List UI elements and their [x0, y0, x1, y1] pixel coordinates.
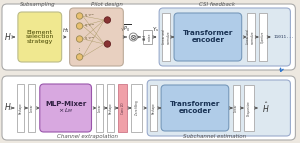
- Bar: [107, 84, 114, 132]
- Text: Add
noise: Add noise: [143, 33, 152, 41]
- Text: $H_1$: $H_1$: [61, 26, 70, 35]
- Bar: [244, 85, 254, 131]
- Text: $a_n\!\cdot\!e^{j\phi_3}$: $a_n\!\cdot\!e^{j\phi_3}$: [83, 35, 95, 43]
- Bar: [131, 84, 142, 132]
- Text: Pilot design: Pilot design: [92, 2, 123, 7]
- Text: $\otimes$: $\otimes$: [129, 32, 137, 41]
- Text: Quantize: Quantize: [261, 31, 265, 43]
- FancyBboxPatch shape: [40, 84, 92, 132]
- FancyBboxPatch shape: [2, 4, 296, 70]
- Text: Linear: Linear: [98, 104, 102, 112]
- Text: Reshape: Reshape: [109, 102, 113, 114]
- Bar: [259, 13, 266, 61]
- Bar: [28, 84, 35, 132]
- Circle shape: [76, 23, 83, 29]
- Circle shape: [104, 41, 111, 47]
- Text: Dequantize: Dequantize: [247, 100, 250, 116]
- FancyArrowPatch shape: [280, 68, 283, 71]
- Text: selection: selection: [26, 34, 54, 39]
- FancyBboxPatch shape: [159, 8, 290, 66]
- FancyBboxPatch shape: [161, 85, 229, 131]
- Bar: [247, 13, 255, 61]
- Text: strategy: strategy: [27, 39, 53, 44]
- Text: $\hat{H}$: $\hat{H}$: [262, 101, 269, 115]
- Text: Zero filling: Zero filling: [135, 101, 139, 115]
- Bar: [97, 84, 104, 132]
- Bar: [143, 30, 152, 44]
- Circle shape: [129, 33, 137, 41]
- Text: $a_n\!\cdot\!e^{j\phi_2}$: $a_n\!\cdot\!e^{j\phi_2}$: [83, 22, 95, 30]
- Text: Channel extrapolation: Channel extrapolation: [57, 134, 118, 139]
- Text: encoder: encoder: [191, 37, 224, 43]
- FancyBboxPatch shape: [18, 12, 62, 62]
- Text: Conv 2D: Conv 2D: [121, 102, 125, 114]
- FancyBboxPatch shape: [147, 80, 290, 136]
- Circle shape: [76, 36, 83, 42]
- Text: Linear: Linear: [29, 104, 33, 112]
- FancyBboxPatch shape: [174, 13, 242, 61]
- Text: $\times\, L_M$: $\times\, L_M$: [58, 107, 73, 115]
- Text: Reshape: Reshape: [18, 102, 22, 114]
- Text: $Y_s$: $Y_s$: [152, 26, 159, 34]
- FancyBboxPatch shape: [2, 76, 296, 140]
- Text: Transformer: Transformer: [170, 101, 220, 107]
- Bar: [162, 13, 170, 61]
- Text: Transformer: Transformer: [183, 30, 233, 36]
- Text: 11011...: 11011...: [274, 35, 295, 39]
- Text: $a_n\!\cdot\!e^{j\phi_1}$: $a_n\!\cdot\!e^{j\phi_1}$: [83, 12, 95, 20]
- Text: Subchannel estimation: Subchannel estimation: [183, 134, 246, 139]
- Text: Linear and
normalize: Linear and normalize: [246, 30, 255, 44]
- Text: Linear: Linear: [234, 104, 238, 112]
- Text: $\sqrt{P_0}$: $\sqrt{P_0}$: [120, 24, 132, 34]
- Text: Element: Element: [27, 29, 53, 34]
- Text: H: H: [5, 104, 11, 113]
- Text: Reshape: Reshape: [152, 102, 156, 114]
- Bar: [118, 84, 127, 132]
- Text: Subsampling: Subsampling: [20, 2, 56, 7]
- Bar: [150, 85, 157, 131]
- FancyBboxPatch shape: [70, 8, 123, 66]
- Text: CSI feedback: CSI feedback: [199, 2, 235, 7]
- Text: ⋮: ⋮: [76, 47, 83, 53]
- Circle shape: [76, 54, 83, 60]
- Text: MLP-Mixer: MLP-Mixer: [45, 101, 86, 107]
- Bar: [17, 84, 24, 132]
- Text: Linear and
normalize: Linear and normalize: [162, 30, 170, 44]
- Text: encoder: encoder: [178, 108, 212, 114]
- Circle shape: [104, 17, 111, 23]
- Bar: [233, 85, 240, 131]
- Circle shape: [76, 13, 83, 19]
- Text: H: H: [5, 32, 11, 41]
